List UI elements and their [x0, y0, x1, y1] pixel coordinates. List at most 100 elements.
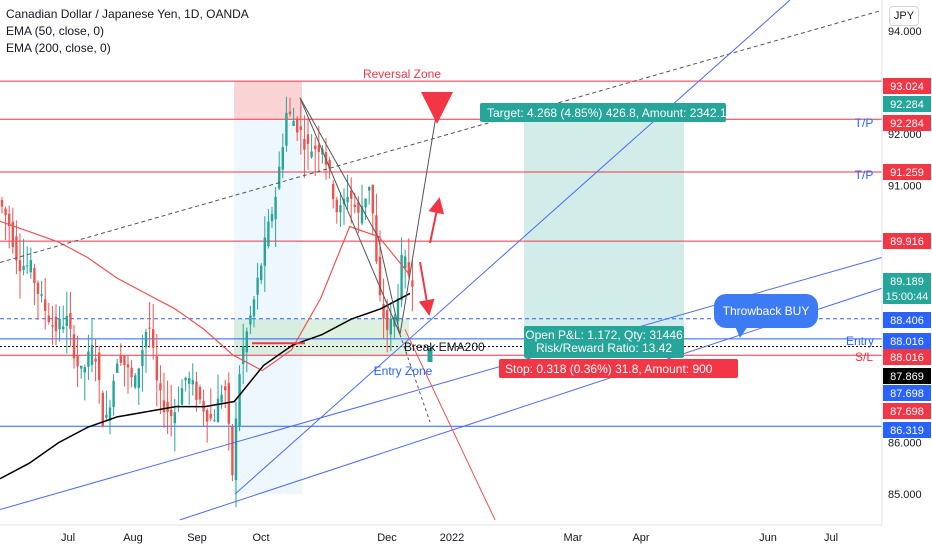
- candle-body: [26, 265, 29, 267]
- price-label-bg: [883, 312, 931, 328]
- y-tick-label: 85.000: [888, 489, 922, 501]
- candle-body: [18, 260, 22, 272]
- candle-body: [162, 400, 166, 413]
- entry-label: Entry: [846, 334, 874, 348]
- x-tick-label: Dec: [377, 532, 397, 544]
- candle-body: [213, 420, 216, 422]
- candle-body: [0, 200, 4, 207]
- chart-legend: Canadian Dollar / Japanese Yen, 1D, OAND…: [6, 6, 249, 57]
- candle-body: [29, 260, 32, 273]
- price-label: 88.406: [890, 315, 924, 327]
- candle-body: [180, 388, 184, 405]
- candle-body: [87, 351, 90, 367]
- candle-body: [238, 374, 241, 427]
- candle-body: [386, 310, 389, 330]
- candle-body: [22, 265, 25, 271]
- candle-body: [231, 426, 234, 476]
- x-tick-label: Sep: [187, 532, 207, 544]
- price-label-bg: [883, 273, 931, 289]
- x-tick-label: Jul: [61, 532, 75, 544]
- candle-body: [274, 196, 277, 220]
- candle-body: [364, 198, 367, 208]
- candle-body: [119, 354, 122, 363]
- y-tick-label: 86.000: [888, 438, 922, 450]
- candle-body: [339, 205, 342, 213]
- price-label-bg: [883, 115, 931, 131]
- price-label: 92.284: [890, 99, 924, 111]
- stop-box: [499, 359, 738, 378]
- candle-body: [4, 208, 7, 216]
- price-label-bg: [883, 333, 931, 349]
- candle-body: [245, 331, 248, 353]
- x-tick-label: 2022: [440, 532, 464, 544]
- candle-body: [144, 332, 148, 348]
- price-label-bg: [883, 96, 931, 112]
- candle-body: [375, 215, 378, 262]
- candle-body: [44, 299, 47, 311]
- candle-body: [209, 413, 212, 419]
- candle-body: [112, 380, 115, 408]
- candle-body: [389, 318, 392, 335]
- price-label-bg: [883, 349, 931, 365]
- price-label-bg: [883, 288, 931, 304]
- candle-body: [357, 201, 360, 213]
- candle-body: [101, 392, 104, 427]
- candle-body: [400, 254, 403, 301]
- stop-box-text: Stop: 0.318 (0.36%) 31.8, Amount: 900: [505, 362, 713, 376]
- down-arrow: [418, 261, 435, 316]
- ema200-line: [0, 292, 411, 480]
- candle-body: [256, 277, 259, 295]
- date-range-shade: [234, 119, 302, 495]
- candle-body: [360, 206, 364, 224]
- candle-body: [184, 377, 187, 381]
- target-box-text: Target: 4.268 (4.85%) 426.8, Amount: 234…: [487, 106, 733, 120]
- candle-body: [15, 236, 18, 261]
- price-label-bg: [883, 403, 931, 419]
- candle-body: [396, 298, 400, 322]
- candle-body: [332, 184, 335, 200]
- price-label: 86.319: [890, 425, 924, 437]
- candle-body: [310, 151, 313, 158]
- candle-body: [198, 387, 202, 400]
- candle-body: [382, 304, 385, 319]
- candle-body: [33, 268, 36, 284]
- candle-body: [407, 262, 410, 276]
- price-label: 88.016: [890, 336, 924, 348]
- break-ema-label: Break EMA200: [404, 340, 485, 354]
- candle-body: [105, 414, 108, 418]
- candle-body: [292, 120, 295, 126]
- price-label-bg: [883, 422, 931, 438]
- y-tick-label: 92.000: [888, 129, 922, 141]
- candle-body: [314, 145, 317, 150]
- candle-body: [263, 237, 266, 266]
- pattern-line: [299, 97, 437, 335]
- throwback-text: Throwback BUY: [723, 304, 810, 318]
- ema50-legend: EMA (50, close, 0): [6, 24, 105, 38]
- price-label-bg: [883, 368, 931, 384]
- fall-projection: [404, 329, 496, 521]
- price-label: 87.698: [890, 388, 924, 400]
- candle-body: [134, 375, 137, 388]
- candle-body: [40, 294, 43, 296]
- candle-body: [123, 355, 126, 366]
- x-tick-label: Aug: [123, 532, 143, 544]
- candle-body: [267, 221, 270, 247]
- price-label: 15:00:44: [886, 291, 929, 303]
- candle-body: [368, 186, 371, 191]
- reversal-zone-label: Reversal Zone: [363, 67, 441, 81]
- candle-body: [195, 381, 198, 400]
- open-pl-text: Open P&L: 1.172, Qty: 31446: [525, 328, 683, 342]
- price-label: 87.698: [890, 406, 924, 418]
- x-tick-label: Apr: [632, 532, 649, 544]
- candle-body: [216, 398, 220, 422]
- candle-body: [76, 354, 79, 367]
- candle-body: [335, 199, 338, 213]
- entry-zone-label: Entry Zone: [374, 364, 433, 378]
- candle-body: [65, 315, 68, 326]
- candle-body: [36, 282, 40, 294]
- x-tick-label: Jun: [759, 532, 777, 544]
- candle-body: [234, 418, 238, 481]
- price-label: 87.869: [890, 371, 924, 383]
- currency-button[interactable]: JPY: [889, 6, 919, 26]
